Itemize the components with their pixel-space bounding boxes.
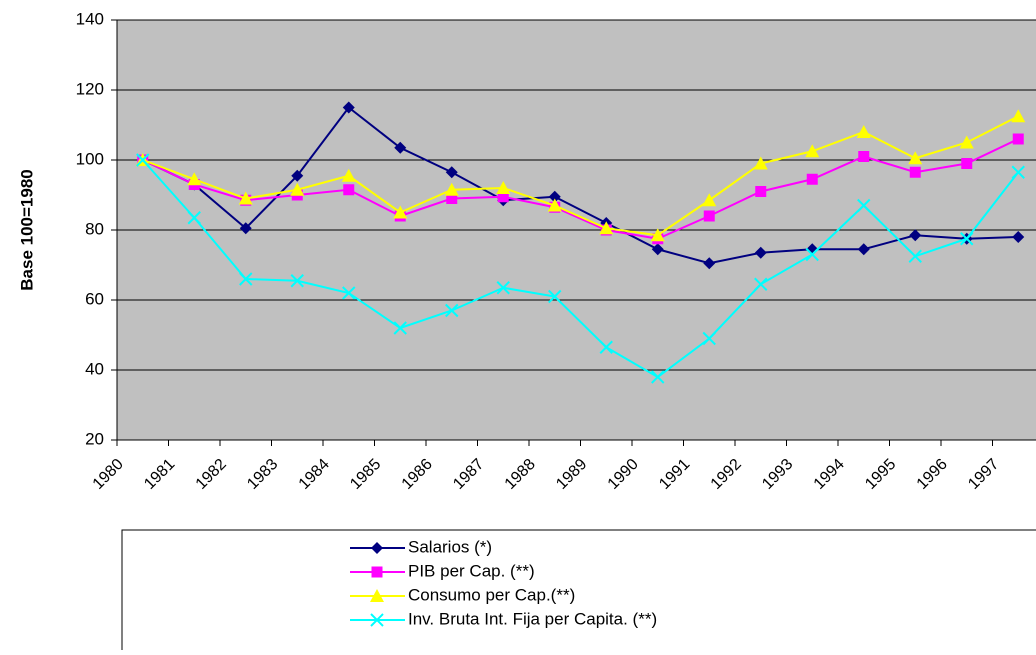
marker: [754, 246, 767, 259]
marker: [548, 289, 562, 304]
y-tick-label: 80: [85, 219, 104, 238]
marker: [136, 153, 150, 167]
marker: [908, 151, 923, 165]
series-line: [142, 138, 1019, 240]
marker: [857, 243, 870, 256]
series-line: [142, 106, 1019, 265]
marker: [1012, 231, 1025, 243]
marker: [703, 210, 715, 222]
marker: [290, 182, 305, 196]
marker: [342, 286, 356, 300]
marker: [187, 172, 202, 186]
marker: [650, 228, 665, 242]
marker: [599, 340, 613, 354]
marker: [909, 166, 921, 178]
legend-label: PIB per Cap. (**): [408, 561, 535, 580]
grid: [117, 19, 1036, 441]
marker: [703, 257, 716, 270]
marker: [187, 211, 201, 225]
marker: [857, 198, 871, 213]
x-tick-label: 1982: [193, 456, 230, 493]
marker: [548, 190, 561, 203]
marker: [1011, 165, 1025, 179]
x-tick-label: 1994: [811, 456, 848, 493]
marker: [393, 205, 408, 219]
marker: [341, 168, 356, 182]
x-tick-label: 1995: [862, 456, 899, 493]
marker: [547, 198, 562, 212]
y-tick-label: 40: [85, 359, 104, 378]
y-tick-label: 20: [85, 429, 104, 448]
marker: [343, 184, 355, 196]
x-tick-label: 1983: [244, 456, 281, 493]
marker: [858, 151, 870, 162]
x-tick-label: 1986: [399, 456, 436, 493]
x-tick-label: 1984: [296, 456, 333, 493]
legend-marker: [370, 589, 384, 602]
legend: [121, 529, 1036, 655]
marker: [959, 135, 974, 149]
legend-label: Salarios (*): [408, 537, 492, 556]
marker: [291, 169, 304, 182]
marker: [1011, 109, 1026, 123]
x-tick-label: 1989: [553, 456, 590, 493]
legend-label: Inv. Bruta Int. Fija per Capita. (**): [408, 609, 657, 628]
marker: [497, 191, 509, 203]
marker: [753, 156, 768, 170]
marker: [754, 277, 768, 291]
marker: [1012, 133, 1024, 145]
marker: [702, 331, 716, 346]
legend-marker: [370, 613, 384, 627]
marker: [446, 193, 458, 204]
marker: [651, 243, 664, 256]
y-tick-label: 60: [85, 289, 104, 308]
legend-marker: [371, 542, 383, 554]
series-group: [135, 101, 1026, 384]
marker: [239, 222, 252, 235]
marker: [805, 144, 820, 158]
marker: [238, 191, 253, 205]
x-tick-label: 1987: [450, 456, 487, 493]
y-tick-label: 140: [76, 9, 104, 28]
x-tick-label: 1990: [605, 456, 642, 493]
y-axis-title: Base 100=1980: [17, 169, 36, 290]
y-tick-label: 120: [76, 79, 104, 98]
series-line: [142, 159, 1020, 379]
marker: [239, 272, 253, 286]
x-tick-label: 1985: [347, 456, 384, 493]
marker: [651, 370, 665, 384]
x-tick-label: 1991: [656, 456, 693, 493]
marker: [444, 182, 459, 196]
marker: [806, 173, 818, 185]
x-tick-label: 1981: [141, 456, 178, 493]
x-tick-label: 1993: [759, 456, 796, 493]
legend-label: Consumo per Cap.(**): [408, 585, 575, 604]
x-tick-label: 1988: [502, 456, 539, 493]
marker: [599, 221, 614, 235]
legend-marker: [371, 566, 383, 578]
y-tick-label: 100: [76, 149, 104, 168]
marker: [961, 158, 973, 169]
series-line: [142, 115, 1019, 237]
x-tick-label: 1980: [90, 456, 127, 493]
marker: [393, 321, 407, 335]
x-tick-label: 1996: [914, 456, 951, 493]
marker: [496, 281, 510, 295]
marker: [960, 232, 974, 246]
marker: [394, 141, 407, 154]
marker: [496, 181, 511, 194]
marker: [856, 125, 871, 138]
x-tick-label: 1997: [965, 456, 1002, 493]
marker: [755, 186, 767, 197]
marker: [909, 229, 922, 242]
marker: [290, 274, 304, 288]
marker: [805, 247, 819, 262]
marker: [908, 249, 922, 263]
marker: [445, 166, 458, 179]
marker: [702, 193, 717, 207]
marker: [445, 303, 459, 318]
x-tick-label: 1992: [708, 456, 745, 493]
marker: [342, 101, 355, 114]
